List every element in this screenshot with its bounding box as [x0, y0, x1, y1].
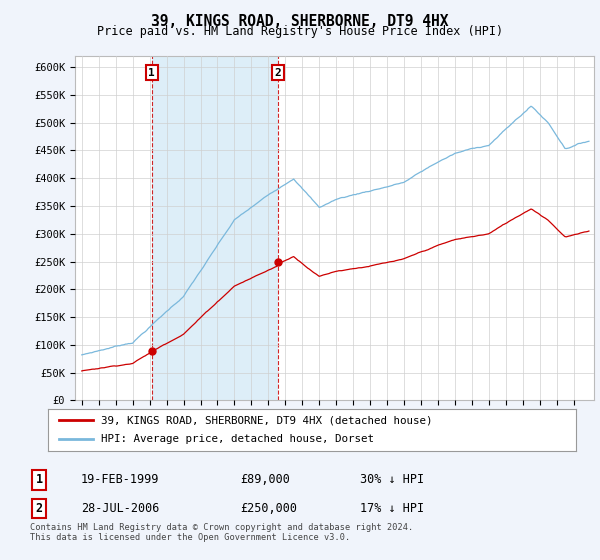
Text: Contains HM Land Registry data © Crown copyright and database right 2024.
This d: Contains HM Land Registry data © Crown c… — [30, 522, 413, 542]
Text: 1: 1 — [35, 473, 43, 487]
Text: Price paid vs. HM Land Registry's House Price Index (HPI): Price paid vs. HM Land Registry's House … — [97, 25, 503, 38]
Text: £89,000: £89,000 — [240, 473, 290, 487]
Text: HPI: Average price, detached house, Dorset: HPI: Average price, detached house, Dors… — [101, 435, 374, 445]
Bar — [152, 56, 278, 400]
Text: 19-FEB-1999: 19-FEB-1999 — [81, 473, 160, 487]
Text: 1: 1 — [148, 68, 155, 78]
Text: 30% ↓ HPI: 30% ↓ HPI — [360, 473, 424, 487]
Text: 2: 2 — [274, 68, 281, 78]
Text: 28-JUL-2006: 28-JUL-2006 — [81, 502, 160, 515]
Text: £250,000: £250,000 — [240, 502, 297, 515]
Text: 2: 2 — [35, 502, 43, 515]
Text: 39, KINGS ROAD, SHERBORNE, DT9 4HX: 39, KINGS ROAD, SHERBORNE, DT9 4HX — [151, 14, 449, 29]
Text: 17% ↓ HPI: 17% ↓ HPI — [360, 502, 424, 515]
Text: 39, KINGS ROAD, SHERBORNE, DT9 4HX (detached house): 39, KINGS ROAD, SHERBORNE, DT9 4HX (deta… — [101, 415, 432, 425]
